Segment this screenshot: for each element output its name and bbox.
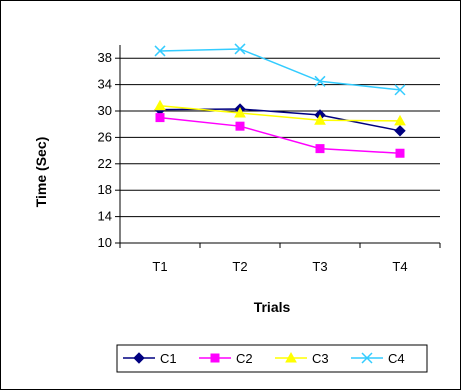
series-line-C3 xyxy=(159,104,401,122)
point-C1-T4 xyxy=(394,125,406,137)
series-C2 xyxy=(155,113,405,158)
legend-items: C1 C2 C3 C4 xyxy=(123,351,405,366)
point-C2-T2 xyxy=(235,121,245,131)
series-line-C4 xyxy=(159,48,401,91)
series-line-C2 xyxy=(159,116,401,154)
series-C3 xyxy=(154,99,406,126)
legend-marker-C1 xyxy=(133,352,145,364)
y-tick-labels: 10 14 18 22 26 30 34 38 xyxy=(98,50,112,250)
y-tick-label-26: 26 xyxy=(98,129,112,144)
legend-marker-C3 xyxy=(285,351,297,363)
point-C2-T1 xyxy=(155,113,165,123)
point-C4-T3 xyxy=(314,75,326,87)
point-C3-T4 xyxy=(394,114,406,126)
x-tick-labels: T1 T2 T3 T4 xyxy=(119,243,441,274)
y-tick-label-22: 22 xyxy=(98,156,112,171)
y-tick-label-30: 30 xyxy=(98,103,112,118)
point-C4-T1 xyxy=(154,45,166,57)
legend-item-C2: C2 xyxy=(199,351,253,366)
legend-label-C4: C4 xyxy=(388,351,405,366)
y-tick-label-14: 14 xyxy=(98,209,112,224)
point-C3-T1 xyxy=(154,99,166,111)
legend-marker-C4 xyxy=(361,352,373,364)
legend-marker-C2 xyxy=(210,353,220,363)
plot-area xyxy=(120,45,440,243)
x-axis-title: Trials xyxy=(254,299,291,315)
y-axis-title: Time (Sec) xyxy=(33,137,49,208)
gridlines xyxy=(115,57,440,244)
y-tick-label-34: 34 xyxy=(98,77,112,92)
y-tick-label-18: 18 xyxy=(98,182,112,197)
legend-label-C2: C2 xyxy=(236,351,253,366)
legend-label-C1: C1 xyxy=(160,351,177,366)
legend-item-C3: C3 xyxy=(275,351,329,366)
series-C4 xyxy=(154,43,406,96)
point-C2-T3 xyxy=(315,144,325,154)
point-C3-T2 xyxy=(234,106,246,118)
legend-item-C4: C4 xyxy=(351,351,405,366)
point-C3-T3 xyxy=(314,114,326,125)
x-tick-label-T1: T1 xyxy=(152,259,167,274)
y-tick-label-38: 38 xyxy=(98,50,112,65)
x-tick-label-T3: T3 xyxy=(312,259,327,274)
x-tick-label-T2: T2 xyxy=(232,259,247,274)
series-group xyxy=(154,43,406,158)
point-C4-T2 xyxy=(234,43,246,55)
y-tick-label-10: 10 xyxy=(98,235,112,250)
point-C4-T4 xyxy=(394,84,406,96)
legend-item-C1: C1 xyxy=(123,351,177,366)
x-tick-label-T4: T4 xyxy=(392,259,407,274)
point-C2-T4 xyxy=(395,148,405,158)
legend-label-C3: C3 xyxy=(312,351,329,366)
